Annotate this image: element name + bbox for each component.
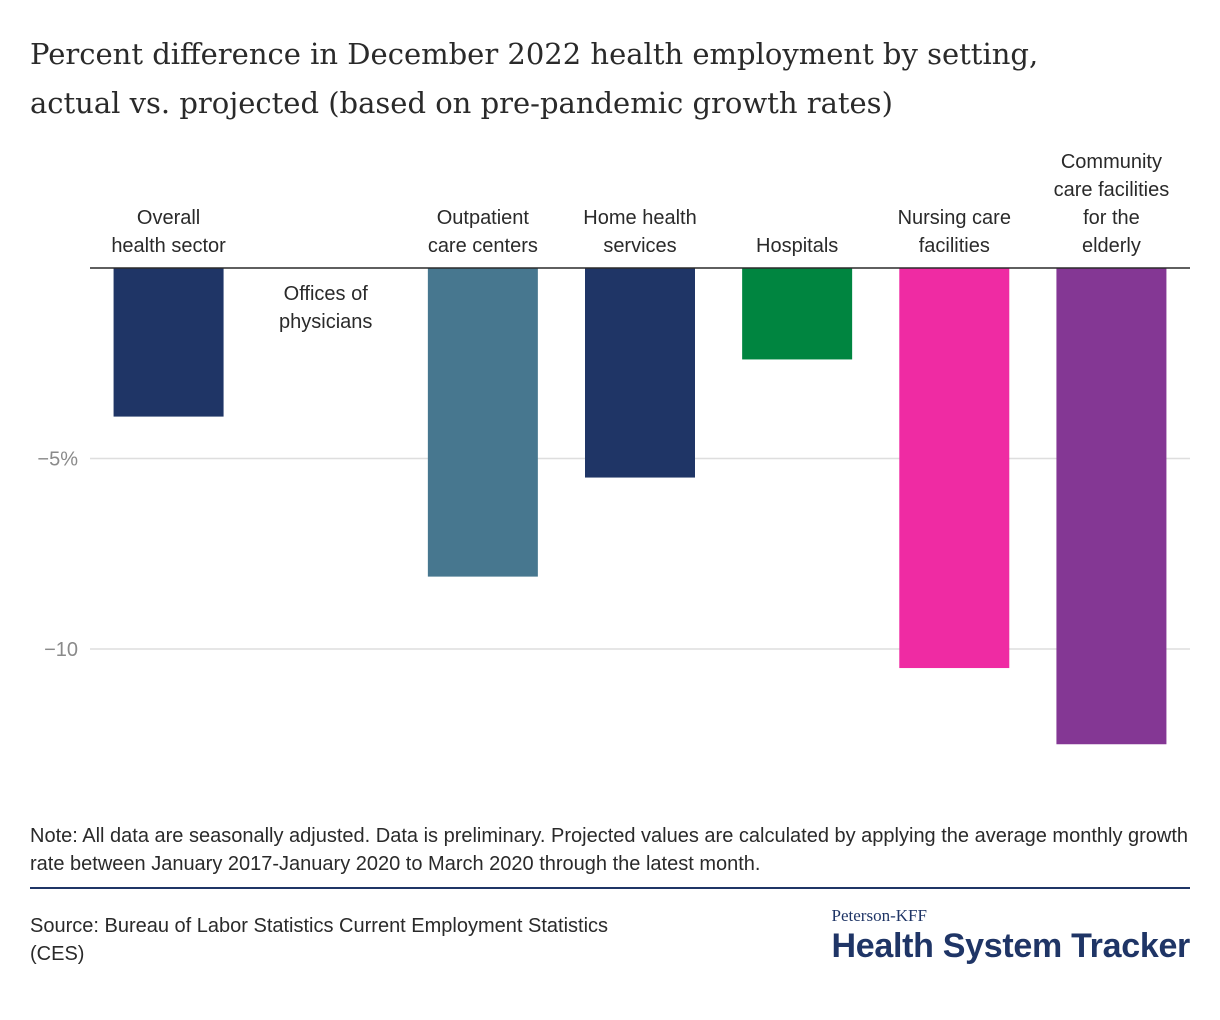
logo-small-text: Peterson-KFF [831,906,927,925]
category-label: Home health services [583,207,696,257]
chart-title: Percent difference in December 2022 heal… [30,30,1200,128]
publisher-logo: Peterson-KFF Health System Tracker [831,906,1191,966]
category-label-line: Hospitals [756,235,838,257]
chart-source: Source: Bureau of Labor Statistics Curre… [30,915,609,965]
bar [427,268,538,577]
category-label-line: care facilities [1054,179,1170,201]
logo-big-text: Health System Tracker [831,927,1191,965]
category-label: Overall health sector [111,207,226,257]
category-label-line: Offices of [284,283,369,305]
chart-title-line-1: Percent difference in December 2022 heal… [30,37,1039,71]
category-label-line: Overall [137,207,200,229]
bar [1056,268,1167,745]
category-label: Hospitals [756,235,838,257]
chart-title-line-2: actual vs. projected (based on pre-pande… [30,86,893,120]
y-tick-label: −5% [37,449,78,471]
category-label-line: Outpatient [437,207,530,229]
category-label: Offices of physicians [279,283,372,333]
footer-divider [30,887,1190,889]
chart-note: Note: All data are seasonally adjusted. … [30,825,1189,875]
category-label-line: facilities [919,235,990,257]
category-label-line: Home health [583,207,696,229]
category-label: Community care facilities for the elderly [1054,151,1170,257]
category-label: Outpatient care centers [428,207,538,257]
y-tick-label: −10 [44,639,78,661]
category-label-line: Nursing care [898,207,1011,229]
category-label-line: health sector [111,235,226,257]
bar-chart: −5% −10 Overall health sector Offices of phys… [37,151,1190,745]
category-label-line: physicians [279,311,372,333]
category-label-line: elderly [1082,235,1141,257]
category-label-line: services [603,235,676,257]
bar [585,268,695,478]
category-label-line: care centers [428,235,538,257]
category-label: Nursing care facilities [898,207,1011,257]
category-label-line: Community [1061,151,1162,173]
bar [742,268,853,360]
category-label-line: for the [1083,207,1140,229]
bar [899,268,1010,669]
bar [113,268,224,417]
